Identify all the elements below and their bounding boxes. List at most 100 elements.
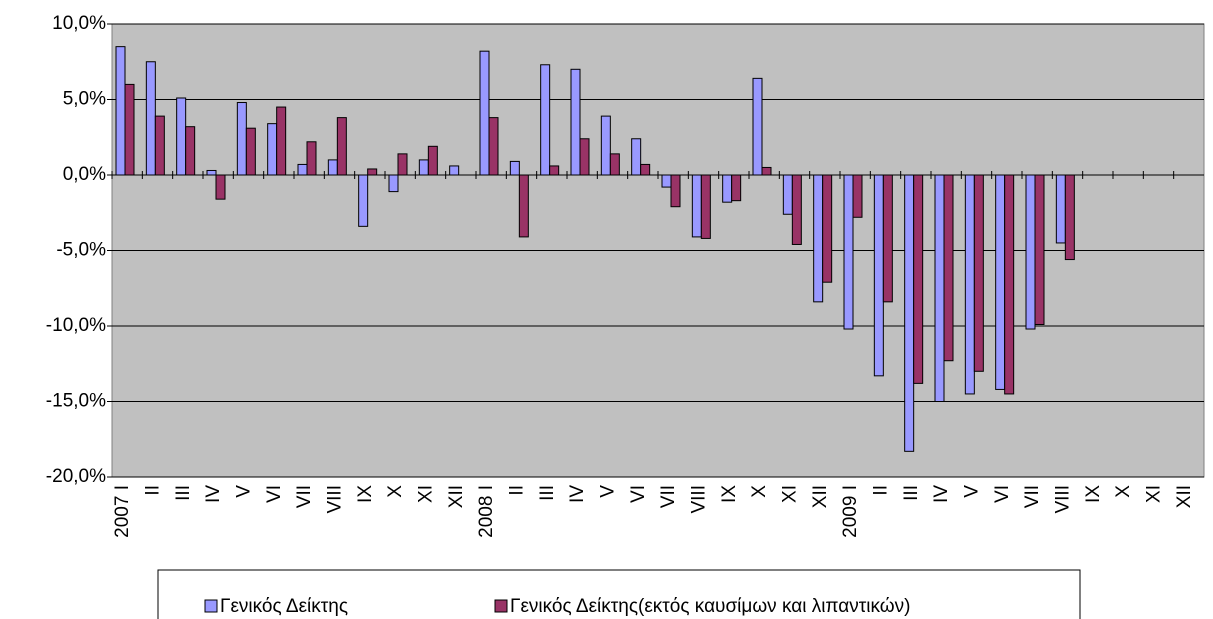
bar	[388, 174, 399, 193]
bar	[206, 169, 217, 176]
bar	[1004, 174, 1015, 395]
bar	[670, 174, 681, 208]
x-tick-label: VI	[628, 485, 649, 503]
y-tick-label: -20,0%	[46, 466, 106, 487]
bar	[154, 115, 165, 176]
bar	[813, 174, 824, 303]
x-tick-label: VIII	[689, 485, 710, 514]
bar	[934, 174, 945, 402]
x-tick-label: II	[871, 485, 892, 496]
x-tick-label: II	[507, 485, 528, 496]
x-tick-label: X	[749, 485, 770, 498]
x-tick-label: III	[537, 485, 558, 501]
x-tick-label: IX	[719, 485, 740, 503]
bar	[579, 138, 590, 176]
bar	[973, 174, 984, 372]
bar	[327, 159, 338, 176]
bar	[297, 163, 308, 176]
x-tick-label: IX	[1083, 485, 1104, 503]
bar	[145, 61, 156, 176]
bar	[995, 174, 1006, 390]
bar	[358, 174, 369, 227]
bar	[418, 159, 429, 176]
bar	[873, 174, 884, 377]
bar	[943, 174, 954, 362]
bar	[397, 153, 408, 176]
x-tick-label: V	[598, 485, 619, 498]
bar	[722, 174, 733, 203]
legend-label: Γενικός Δείκτης(εκτός καυσίμων και λιπαν…	[510, 596, 910, 617]
bar	[904, 174, 915, 452]
x-tick-label: VI	[264, 485, 285, 503]
bar	[306, 141, 317, 176]
bar	[1055, 174, 1066, 244]
x-tick-label: XI	[416, 485, 437, 503]
bar	[640, 163, 651, 176]
y-tick-label: -15,0%	[46, 391, 106, 412]
x-tick-label: VII	[1022, 485, 1043, 508]
bar	[215, 174, 226, 200]
bar	[176, 97, 187, 176]
bar	[964, 174, 975, 395]
bar	[427, 145, 438, 176]
x-tick-label: 2007 I	[112, 485, 133, 538]
bar	[509, 160, 520, 176]
x-tick-label: XI	[1144, 485, 1165, 503]
legend-swatch	[204, 599, 218, 613]
bar	[549, 165, 560, 176]
bar	[600, 115, 611, 176]
bar	[913, 174, 924, 384]
bar	[731, 174, 742, 202]
x-tick-label: VIII	[1053, 485, 1074, 514]
y-tick-label: 10,0%	[52, 13, 106, 34]
x-tick-label: X	[1113, 485, 1134, 498]
x-tick-label: IV	[567, 485, 588, 503]
bar	[236, 102, 247, 176]
bar	[570, 68, 581, 176]
bar	[185, 126, 196, 176]
y-tick-label: -5,0%	[56, 240, 106, 261]
bar	[245, 127, 256, 176]
x-tick-label: V	[234, 485, 255, 498]
bar	[791, 174, 802, 245]
x-tick-label: XII	[1174, 485, 1195, 508]
legend	[157, 569, 1081, 619]
bar	[661, 174, 672, 188]
bar	[752, 77, 763, 176]
bar	[1064, 174, 1075, 261]
x-tick-label: IV	[203, 485, 224, 503]
x-tick-label: 2008 I	[476, 485, 497, 538]
legend-label: Γενικός Δείκτης	[220, 596, 348, 617]
bar	[1034, 174, 1045, 325]
bar	[843, 174, 854, 330]
bar	[124, 83, 135, 176]
bar	[518, 174, 529, 238]
legend-swatch	[494, 599, 508, 613]
bar	[852, 174, 863, 218]
x-tick-label: VI	[992, 485, 1013, 503]
x-tick-label: VIII	[325, 485, 346, 514]
x-tick-label: 2009 I	[840, 485, 861, 538]
bar	[276, 106, 287, 176]
x-tick-label: VII	[294, 485, 315, 508]
bar	[488, 117, 499, 176]
bar	[882, 174, 893, 303]
y-tick-label: 0,0%	[63, 164, 106, 185]
x-tick-label: III	[173, 485, 194, 501]
x-tick-label: II	[143, 485, 164, 496]
x-tick-label: XI	[780, 485, 801, 503]
bar	[115, 46, 126, 176]
bar	[822, 174, 833, 283]
bar	[336, 117, 347, 176]
bar	[631, 138, 642, 176]
y-tick-label: -10,0%	[46, 315, 106, 336]
bar	[367, 168, 378, 176]
bar	[1025, 174, 1036, 330]
x-tick-label: IV	[931, 485, 952, 503]
x-tick-label: V	[962, 485, 983, 498]
bar	[479, 50, 490, 176]
bar	[691, 174, 702, 238]
y-tick-label: 5,0%	[63, 89, 106, 110]
x-tick-label: XII	[810, 485, 831, 508]
